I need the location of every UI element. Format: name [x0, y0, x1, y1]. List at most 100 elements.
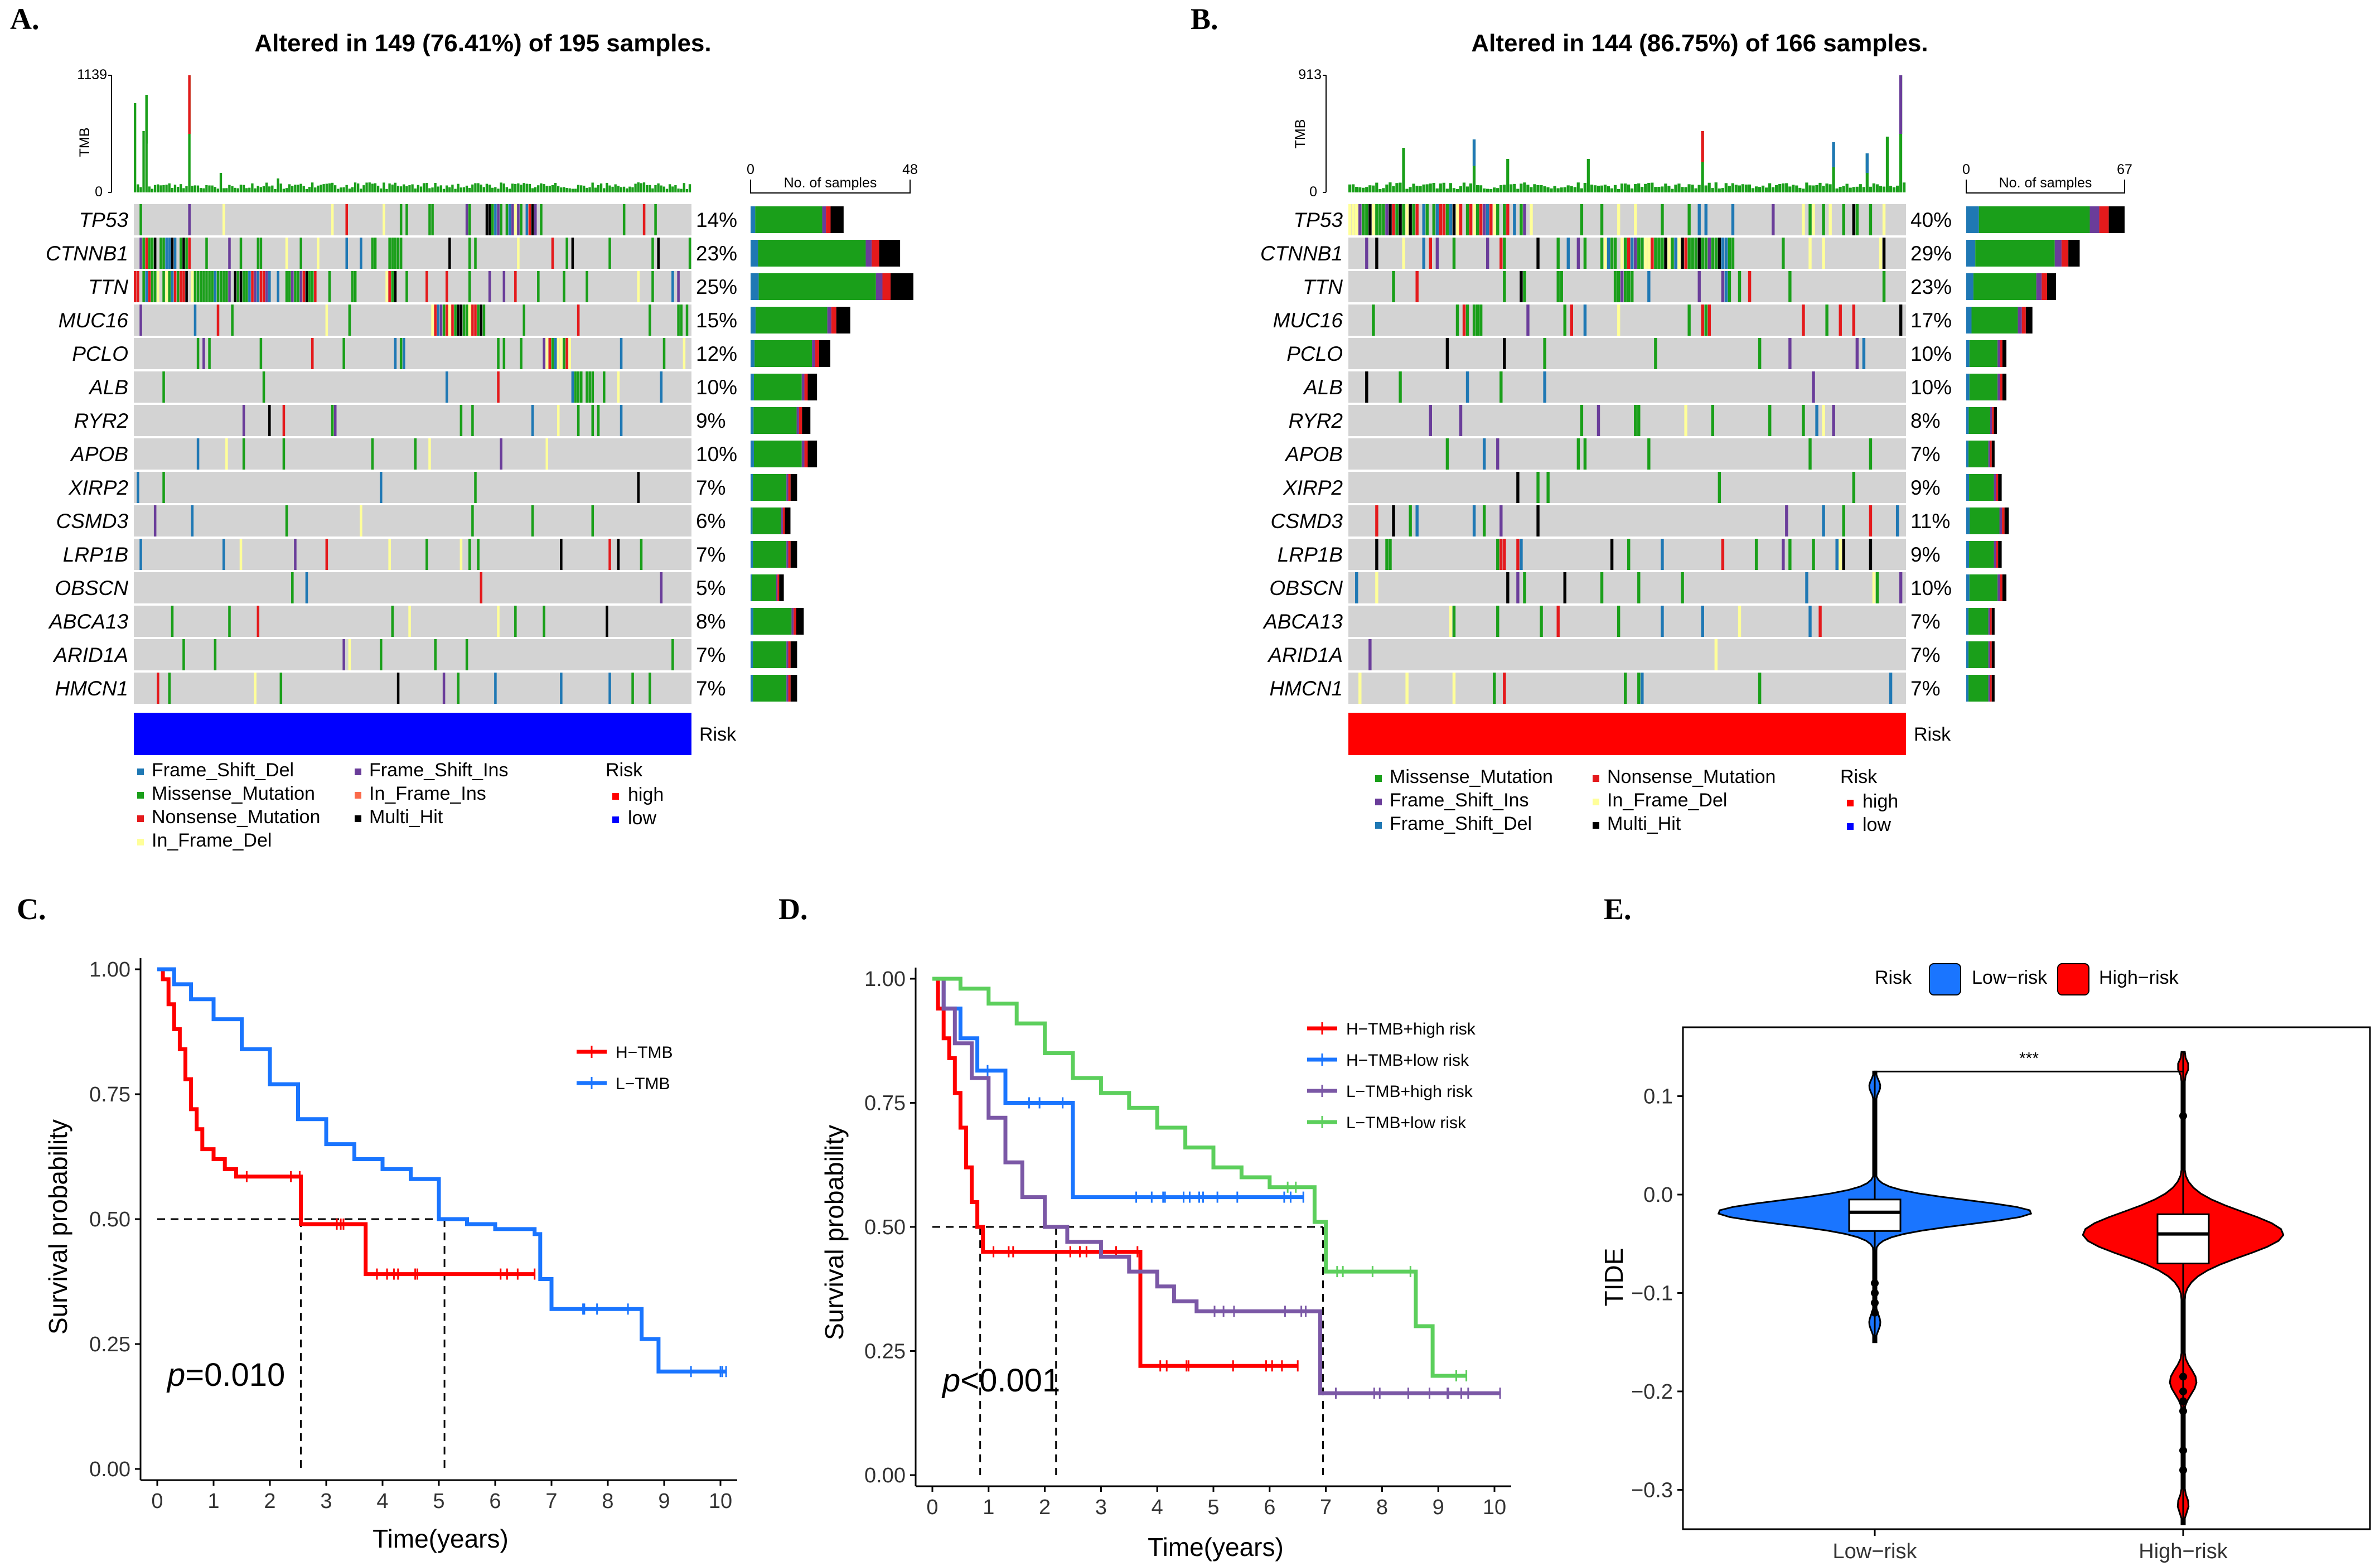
b-cell — [1422, 204, 1425, 235]
b-cell — [1788, 539, 1792, 570]
a-bar-ABCA13-seg2 — [791, 608, 794, 635]
b-cell — [1469, 204, 1473, 235]
b-cell — [1482, 505, 1486, 536]
b-cell — [1600, 572, 1604, 603]
b-cell — [1472, 204, 1476, 235]
a-bar-PCLO-seg3 — [815, 340, 819, 367]
b-tmb-bar — [1372, 185, 1375, 192]
b-cell — [1721, 238, 1725, 269]
a-cell — [191, 505, 194, 536]
a-tmb-bar — [302, 186, 305, 192]
b-bar-PCLO-seg1 — [1969, 340, 1998, 367]
a-tmb-bar — [239, 185, 243, 192]
panel-c-p-number: =0.010 — [185, 1357, 285, 1393]
b-cell — [1654, 338, 1657, 369]
a-cell — [219, 271, 222, 302]
a-cell — [577, 371, 580, 403]
b-tmb-bar — [1687, 184, 1691, 192]
a-cell — [540, 204, 543, 235]
b-bar-LRP1B-seg4 — [1998, 541, 2002, 568]
a-tmb-bar — [340, 187, 342, 192]
b-cell — [1623, 673, 1627, 704]
a-cell — [214, 271, 217, 302]
b-row-bg-13 — [1348, 639, 1906, 670]
a-cell — [403, 338, 405, 369]
b-tmb-bar — [1573, 187, 1576, 192]
a-row-bg-6 — [134, 405, 691, 436]
b-gene-PCLO: PCLO — [1286, 342, 1343, 365]
b-legend-risk-label-low: low — [1863, 814, 1891, 835]
a-cell — [396, 238, 400, 269]
b-legend-label-Multi_Hit: Multi_Hit — [1607, 813, 1681, 834]
b-cell — [1439, 204, 1443, 235]
b-tmb-bar — [1667, 186, 1671, 192]
b-tmb-bar — [1875, 184, 1879, 192]
a-cell — [299, 238, 302, 269]
a-cell — [439, 304, 443, 336]
b-bar-TTN-seg2 — [2036, 273, 2042, 300]
b-cell — [1536, 472, 1540, 503]
a-tmb-bar — [383, 182, 385, 192]
a-cell — [168, 238, 171, 269]
b-tmb-bar — [1566, 185, 1570, 192]
b-cell — [1503, 338, 1506, 369]
b-tmb-bar — [1741, 184, 1745, 192]
a-tmb-bar — [683, 183, 685, 192]
b-cell — [1546, 472, 1550, 503]
b-row-bg-14 — [1348, 673, 1906, 704]
a-row-bg-7 — [134, 438, 691, 470]
a-tmb-bar — [640, 183, 643, 192]
a-cell — [597, 405, 600, 436]
a-cell — [606, 606, 608, 637]
b-row-bg-3 — [1348, 304, 1906, 336]
b-cell — [1832, 405, 1835, 436]
b-bar-CSMD3-seg3 — [2002, 508, 2005, 534]
b-tmb-bar — [1674, 185, 1677, 192]
b-cell — [1852, 304, 1856, 336]
b-cell — [1503, 539, 1506, 570]
a-cell — [348, 639, 351, 670]
b-cell — [1506, 572, 1510, 603]
a-tmb-bar — [236, 188, 239, 192]
a-cell — [437, 304, 440, 336]
b-cell — [1580, 204, 1584, 235]
b-cell — [1704, 304, 1707, 336]
a-tmb-bar — [654, 185, 657, 192]
b-bar-CSMD3-seg0 — [1966, 508, 1970, 534]
b-bar-TTN-seg3 — [2042, 273, 2047, 300]
panel-b-bar-axis-min: 0 — [1962, 162, 1970, 177]
b-gene-CTNNB1: CTNNB1 — [1260, 242, 1343, 265]
a-cell — [331, 405, 334, 436]
a-cell — [285, 505, 288, 536]
b-cell — [1647, 438, 1651, 470]
a-pct-XIRP2: 7% — [696, 476, 725, 499]
b-cell — [1429, 405, 1432, 436]
a-bar-LRP1B-seg2 — [786, 541, 789, 568]
b-tmb-bar — [1452, 188, 1455, 192]
a-bar-APOB-seg2 — [801, 441, 805, 467]
a-cell — [148, 238, 151, 269]
e-outlier-1 — [2179, 1111, 2187, 1120]
b-bar-MUC16-seg1 — [1971, 307, 2018, 334]
a-cell — [480, 572, 483, 603]
b-cell — [1395, 204, 1399, 235]
panel-a-bar-axis-max: 48 — [902, 162, 918, 177]
b-cell — [1597, 405, 1600, 436]
a-tmb-bar — [537, 185, 540, 192]
a-cell — [248, 271, 251, 302]
panel-d-p-symbol: p — [941, 1362, 960, 1399]
a-tmb-bar — [482, 187, 485, 192]
a-cell — [474, 238, 477, 269]
a-tmb-bar — [514, 183, 517, 192]
b-tmb-bar — [1623, 183, 1627, 192]
a-cell — [620, 405, 623, 436]
b-tmb-bar-top — [1832, 142, 1835, 167]
a-bar-OBSCN-seg1 — [752, 574, 776, 601]
panel-a-percent-labels: 14% 23% 25% 15% 12% 10% 9% 10% 7% 6% 7% 5% 8% 7% 7% — [696, 209, 737, 700]
a-cell — [537, 271, 540, 302]
b-cell — [1623, 271, 1627, 302]
d-plot-xtick-7: 7 — [1320, 1496, 1332, 1519]
b-tmb-bar — [1855, 186, 1859, 192]
a-cell — [468, 271, 471, 302]
b-cell — [1623, 238, 1627, 269]
